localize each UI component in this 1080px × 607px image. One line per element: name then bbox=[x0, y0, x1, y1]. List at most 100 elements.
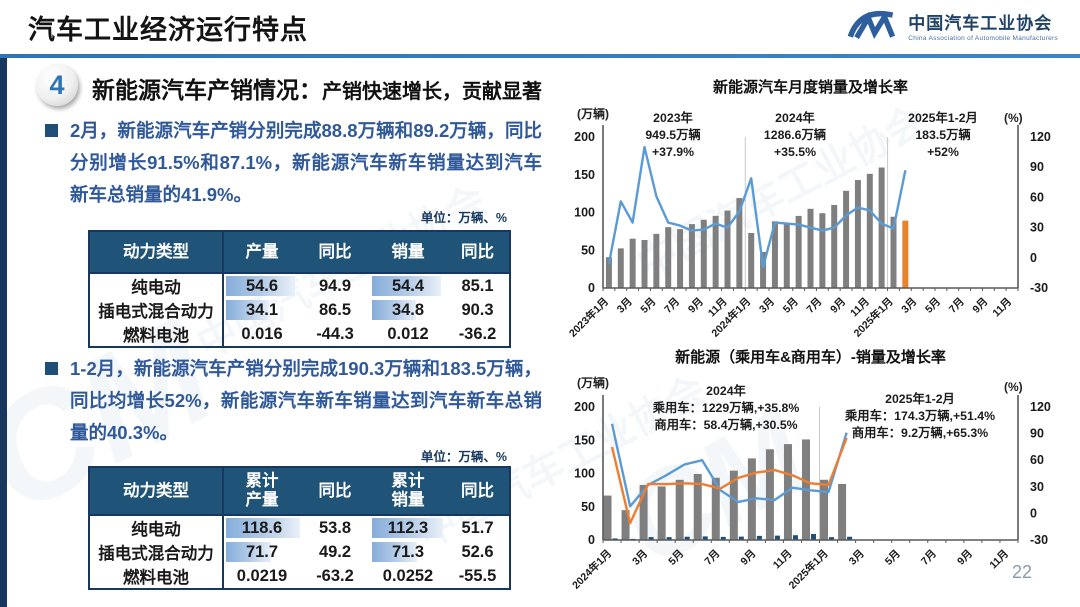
bullet-jan-feb-text: 1-2月，新能源汽车产销分别完成190.3万辆和183.5万辆，同比均增长52%… bbox=[70, 358, 542, 443]
svg-text:9月: 9月 bbox=[738, 548, 758, 568]
data-bar bbox=[226, 276, 296, 296]
table-cell: -55.5 bbox=[458, 566, 497, 585]
svg-text:+35.5%: +35.5% bbox=[774, 145, 816, 159]
bullet-square-icon bbox=[45, 124, 58, 137]
svg-text:3月: 3月 bbox=[615, 296, 635, 316]
bullet-square-icon bbox=[45, 362, 58, 375]
table-cell: 54.4 bbox=[370, 273, 446, 298]
svg-text:200: 200 bbox=[574, 130, 595, 144]
table-row: 纯电动 54.6 94.9 54.4 85.1 bbox=[89, 273, 510, 298]
monthly-sales-growth-chart: 新能源汽车月度销量及增长率 (万辆) (%) 0 50 100 150 200 -30 0 30 60… bbox=[566, 78, 1051, 340]
table-cell: 52.6 bbox=[461, 542, 494, 561]
logo-name-en: China Association of Automobile Manufact… bbox=[908, 34, 1058, 42]
section-title-main: 新能源汽车产销情况： bbox=[92, 77, 322, 103]
svg-text:新能源汽车月度销量及增长率: 新能源汽车月度销量及增长率 bbox=[713, 78, 908, 96]
svg-text:90: 90 bbox=[1030, 160, 1044, 174]
table-cell: 112.3 bbox=[370, 515, 446, 540]
svg-text:9月: 9月 bbox=[955, 548, 975, 568]
svg-text:3月: 3月 bbox=[630, 548, 650, 568]
table-cell: 94.9 bbox=[318, 276, 352, 295]
unit-label-table2: 单位：万辆、% bbox=[420, 450, 507, 464]
svg-text:0: 0 bbox=[1030, 506, 1037, 520]
svg-text:5月: 5月 bbox=[781, 296, 801, 316]
caam-logo-text: 中国汽车工业协会 China Association of Automobile… bbox=[908, 9, 1058, 42]
table-cell: -63.2 bbox=[316, 566, 354, 585]
table-cell: 0.016 bbox=[241, 324, 283, 343]
svg-text:5月: 5月 bbox=[883, 548, 903, 568]
table-cell: 53.8 bbox=[318, 518, 352, 537]
svg-text:183.5万辆: 183.5万辆 bbox=[915, 127, 970, 142]
table-cell: 71.3 bbox=[370, 540, 446, 564]
svg-text:7月: 7月 bbox=[702, 548, 722, 568]
svg-text:商用车：9.2万辆,+65.3%: 商用车：9.2万辆,+65.3% bbox=[852, 425, 988, 440]
data-bar bbox=[372, 300, 417, 320]
svg-text:60: 60 bbox=[1030, 190, 1044, 204]
svg-text:90: 90 bbox=[1030, 427, 1044, 441]
svg-text:11月: 11月 bbox=[987, 548, 1011, 572]
svg-text:2025年1-2月: 2025年1-2月 bbox=[885, 391, 955, 406]
svg-text:2024年: 2024年 bbox=[706, 383, 746, 398]
svg-text:2023年: 2023年 bbox=[653, 110, 693, 125]
svg-text:9月: 9月 bbox=[970, 296, 990, 316]
data-bar bbox=[226, 542, 272, 562]
svg-text:200: 200 bbox=[574, 400, 595, 414]
svg-text:(万辆): (万辆) bbox=[577, 375, 609, 390]
svg-text:30: 30 bbox=[1030, 221, 1044, 235]
table-row: 燃料电池 0.0219 -63.2 0.0252 -55.5 bbox=[89, 564, 510, 589]
table-cell: 71.7 bbox=[223, 540, 300, 564]
column-header: 动力类型 bbox=[89, 231, 224, 274]
column-header: 同比 bbox=[446, 467, 510, 516]
table-cell: 86.5 bbox=[318, 300, 352, 319]
svg-text:5月: 5月 bbox=[638, 296, 658, 316]
svg-text:3月: 3月 bbox=[847, 548, 867, 568]
row-label: 纯电动 bbox=[89, 273, 224, 298]
svg-text:5月: 5月 bbox=[923, 296, 943, 316]
table-cell: 85.1 bbox=[461, 276, 494, 295]
section-title: 新能源汽车产销情况：产销快速增长，贡献显著 bbox=[92, 71, 992, 105]
svg-text:7月: 7月 bbox=[947, 296, 967, 316]
column-header: 产量 bbox=[223, 231, 300, 274]
svg-text:120: 120 bbox=[1030, 130, 1051, 144]
svg-text:150: 150 bbox=[574, 168, 595, 182]
svg-text:2024年1月: 2024年1月 bbox=[569, 547, 614, 592]
svg-text:3月: 3月 bbox=[899, 296, 919, 316]
row-label: 燃料电池 bbox=[89, 322, 224, 347]
data-bar bbox=[372, 542, 418, 562]
row-label: 插电式混合动力 bbox=[89, 298, 224, 322]
svg-text:0: 0 bbox=[588, 281, 595, 295]
power-type-monthly-table: 动力类型 产量 同比 销量 同比 纯电动 54.6 94.9 54.4 85.1 插电式混合动力 34… bbox=[88, 230, 511, 348]
table-cell: -36.2 bbox=[458, 324, 497, 343]
caam-logo-icon bbox=[848, 10, 896, 40]
svg-text:50: 50 bbox=[581, 243, 595, 257]
svg-text:0: 0 bbox=[1030, 251, 1037, 265]
column-header: 同比 bbox=[446, 231, 510, 274]
svg-text:2024年: 2024年 bbox=[775, 110, 815, 125]
section-number-badge: 4 bbox=[36, 64, 78, 106]
table-cell: 49.2 bbox=[318, 542, 352, 561]
svg-text:(万辆): (万辆) bbox=[577, 106, 609, 121]
svg-text:+37.9%: +37.9% bbox=[652, 145, 694, 159]
table-row: 燃料电池 0.016 -44.3 0.012 -36.2 bbox=[89, 322, 510, 347]
page-title: 汽车工业经济运行特点 bbox=[28, 15, 308, 45]
section-title-sub: 产销快速增长，贡献显著 bbox=[322, 81, 542, 103]
column-header: 同比 bbox=[300, 231, 370, 274]
data-bar bbox=[226, 518, 301, 538]
svg-text:(%): (%) bbox=[1004, 111, 1023, 125]
svg-text:+52%: +52% bbox=[927, 145, 959, 159]
data-bar bbox=[372, 518, 444, 538]
table-cell: 0.012 bbox=[387, 324, 429, 343]
svg-text:11月: 11月 bbox=[990, 296, 1014, 320]
svg-text:1286.6万辆: 1286.6万辆 bbox=[764, 127, 826, 142]
table-cell: 34.1 bbox=[223, 298, 300, 322]
unit-label-table1: 单位：万辆、% bbox=[420, 211, 507, 225]
table-cell: 0.0252 bbox=[382, 566, 434, 585]
svg-text:7月: 7月 bbox=[804, 296, 824, 316]
svg-text:-30: -30 bbox=[1030, 281, 1048, 295]
svg-text:乘用车：174.3万辆,+51.4%: 乘用车：174.3万辆,+51.4% bbox=[844, 408, 995, 423]
svg-text:7月: 7月 bbox=[919, 548, 939, 568]
svg-text:-30: -30 bbox=[1030, 533, 1048, 547]
svg-text:9月: 9月 bbox=[828, 296, 848, 316]
row-label: 纯电动 bbox=[89, 515, 224, 540]
svg-text:100: 100 bbox=[574, 467, 595, 481]
svg-text:0: 0 bbox=[588, 533, 595, 547]
